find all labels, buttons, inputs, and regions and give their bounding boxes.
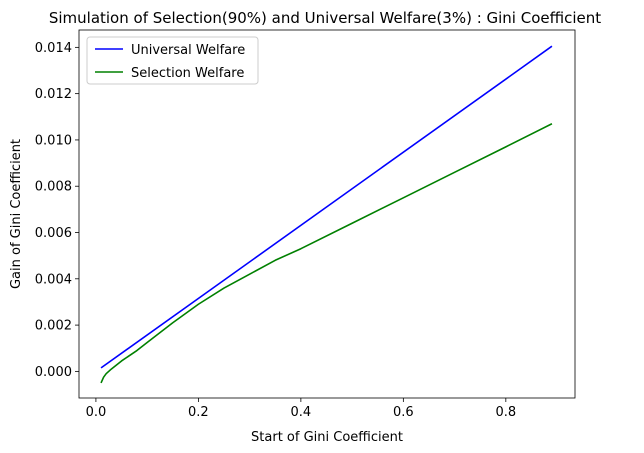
series-line-selection-welfare [100,123,553,384]
x-axis-label: Start of Gini Coefficient [251,430,403,445]
x-tick-label: 0.8 [495,405,516,420]
y-axis: 0.000 0.002 0.004 0.006 0.008 0.010 0.012 0.014 [35,41,79,380]
y-tick-label: 0.014 [35,41,72,56]
y-tick-label: 0.000 [35,365,72,380]
legend: Universal Welfare Selection Welfare [86,36,259,85]
plot-frame [78,29,576,399]
x-tick-label: 0.0 [86,405,107,420]
y-tick-label: 0.004 [35,272,72,287]
y-tick-label: 0.012 [35,87,72,102]
x-tick-label: 0.2 [188,405,209,420]
x-tick-label: 0.4 [291,405,312,420]
x-axis: 0.0 0.2 0.4 0.6 0.8 [86,398,516,420]
y-tick-label: 0.010 [35,133,72,148]
y-tick-label: 0.006 [35,226,72,241]
legend-label-universal-welfare: Universal Welfare [131,43,245,58]
y-tick-label: 0.002 [35,319,72,334]
legend-label-selection-welfare: Selection Welfare [131,66,244,81]
x-tick-label: 0.6 [393,405,414,420]
series-line-universal-welfare [100,45,553,369]
chart-title: Simulation of Selection(90%) and Univers… [49,9,601,27]
series-layer [100,45,553,384]
legend-box [86,36,259,85]
plot-area [79,30,575,398]
y-tick-label: 0.008 [35,180,72,195]
y-axis-label: Gain of Gini Coefficient [9,139,24,289]
